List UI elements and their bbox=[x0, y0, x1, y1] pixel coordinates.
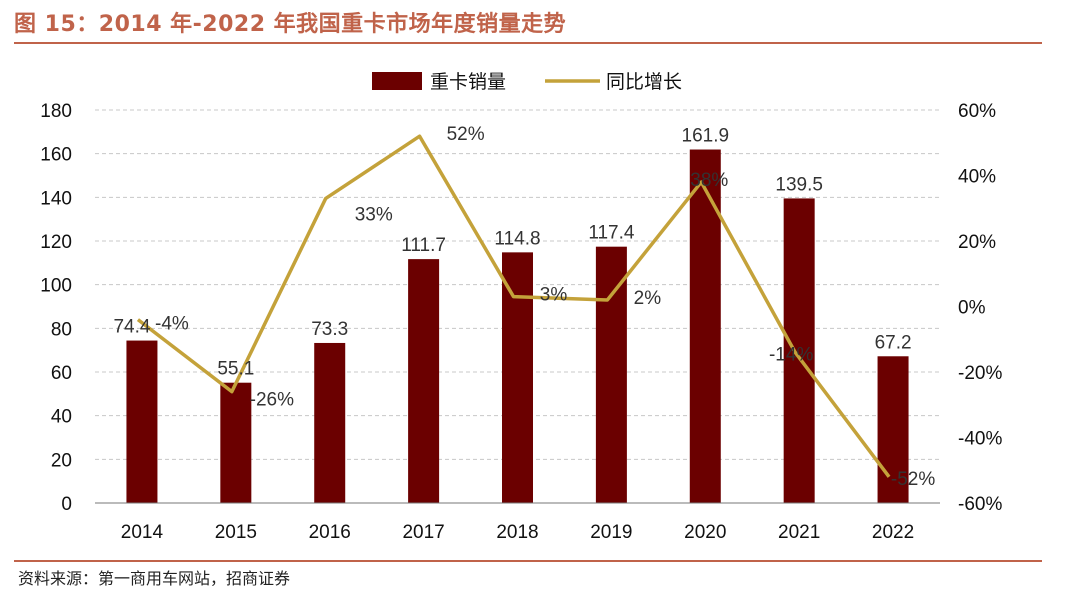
growth-line bbox=[136, 134, 891, 478]
x-axis-tick-label: 2019 bbox=[590, 522, 632, 543]
line-value-label: -14% bbox=[769, 344, 813, 365]
right-axis-tick-label: 0% bbox=[958, 298, 986, 319]
bar bbox=[783, 198, 815, 504]
line-value-label: 38% bbox=[690, 170, 728, 191]
right-axis-tick-label: 40% bbox=[958, 167, 996, 188]
legend-line-label: 同比增长 bbox=[606, 71, 682, 93]
axes-layer: 0 20 40 60 80 100 120 140 160 180 -60% -40% -20% 0% 20… bbox=[40, 101, 1002, 543]
bar bbox=[689, 149, 721, 504]
left-axis-tick-label: 20 bbox=[51, 450, 72, 471]
x-axis-tick-label: 2018 bbox=[496, 522, 538, 543]
x-axis-tick-label: 2017 bbox=[402, 522, 444, 543]
labels-layer: 74.4 55.1 73.3 111.7 114.8 117.4 161.9 139.5 67.… bbox=[113, 124, 935, 490]
x-axis-tick-label: 2016 bbox=[309, 522, 351, 543]
legend-bar-swatch bbox=[372, 72, 422, 90]
left-axis-tick-label: 0 bbox=[61, 494, 72, 515]
bar bbox=[408, 259, 440, 503]
right-axis-tick-label: -60% bbox=[958, 494, 1002, 515]
title-divider bbox=[14, 42, 1042, 44]
left-axis-tick-label: 80 bbox=[51, 319, 72, 340]
bar bbox=[877, 356, 909, 503]
line-value-label: 52% bbox=[447, 124, 485, 145]
line-value-label: 3% bbox=[540, 285, 568, 306]
bar bbox=[220, 382, 252, 503]
bar-value-label: 117.4 bbox=[588, 223, 635, 244]
right-axis-tick-label: 60% bbox=[958, 101, 996, 122]
bar-value-label: 55.1 bbox=[217, 359, 254, 380]
left-axis-tick-label: 120 bbox=[40, 232, 72, 253]
bar-value-label: 161.9 bbox=[682, 126, 730, 147]
line-value-label: 2% bbox=[634, 288, 662, 309]
bars-layer bbox=[126, 149, 909, 504]
bar-value-label: 74.4 bbox=[113, 317, 150, 338]
line-value-label: -4% bbox=[155, 314, 189, 335]
bar bbox=[314, 342, 346, 503]
right-axis-tick-label: -40% bbox=[958, 429, 1002, 450]
line-value-label: -26% bbox=[250, 390, 294, 411]
x-axis-tick-label: 2014 bbox=[121, 522, 164, 543]
line-value-label: 33% bbox=[355, 204, 393, 225]
x-axis-tick-label: 2021 bbox=[778, 522, 820, 543]
bar-value-label: 114.8 bbox=[494, 228, 540, 249]
left-axis-tick-label: 180 bbox=[40, 101, 72, 122]
left-axis-tick-label: 160 bbox=[40, 145, 72, 166]
bar-value-label: 73.3 bbox=[311, 319, 348, 340]
line-value-label: -52% bbox=[891, 469, 935, 490]
left-axis-tick-label: 140 bbox=[40, 188, 72, 209]
left-axis-tick-label: 100 bbox=[40, 276, 72, 297]
source-note: 资料来源：第一商用车网站，招商证券 bbox=[18, 569, 291, 588]
bar-value-label: 139.5 bbox=[775, 174, 823, 195]
chart: 74.4 55.1 73.3 111.7 114.8 117.4 161.9 139.5 67.… bbox=[40, 71, 1002, 543]
left-axis-tick-label: 60 bbox=[51, 363, 72, 384]
x-axis-tick-label: 2015 bbox=[215, 522, 257, 543]
line-layer bbox=[136, 134, 891, 478]
legend-layer: 重卡销量 同比增长 bbox=[372, 71, 682, 93]
bar bbox=[502, 252, 533, 503]
legend-bar-label: 重卡销量 bbox=[430, 71, 506, 93]
source-divider bbox=[14, 560, 1042, 562]
left-axis-tick-label: 40 bbox=[51, 407, 72, 428]
bar-value-label: 111.7 bbox=[401, 235, 446, 256]
bar bbox=[126, 340, 158, 503]
x-axis-tick-label: 2020 bbox=[684, 522, 726, 543]
x-axis-tick-label: 2022 bbox=[872, 522, 914, 543]
right-axis-tick-label: 20% bbox=[958, 232, 996, 253]
bar-value-label: 67.2 bbox=[875, 332, 912, 353]
bar bbox=[595, 246, 627, 503]
chart-title: 图 15：2014 年-2022 年我国重卡市场年度销量走势 bbox=[14, 12, 567, 37]
right-axis-tick-label: -20% bbox=[958, 363, 1002, 384]
